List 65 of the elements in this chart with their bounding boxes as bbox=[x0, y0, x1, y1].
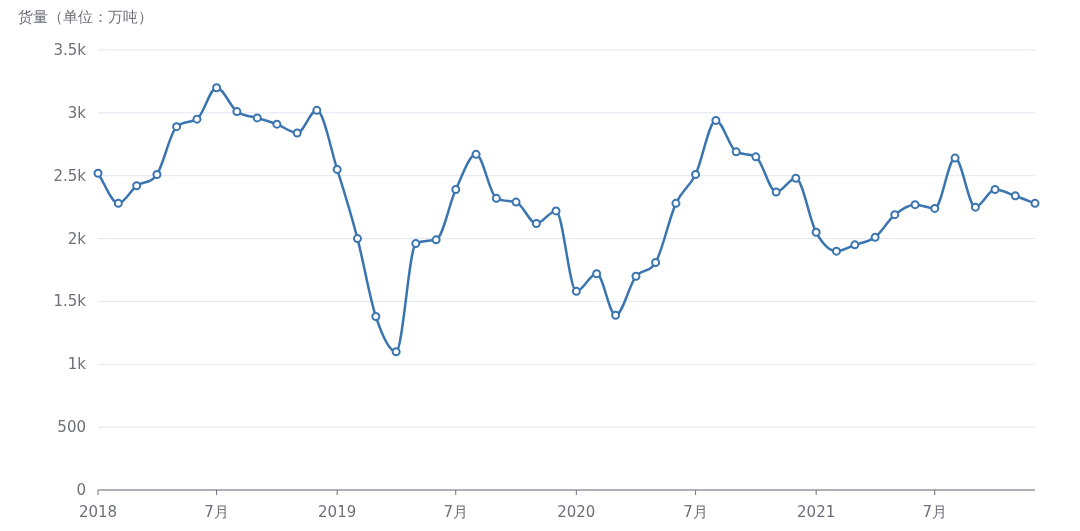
y-tick-label: 0 bbox=[76, 481, 86, 499]
point bbox=[252, 113, 262, 123]
point bbox=[850, 240, 860, 250]
point bbox=[113, 198, 123, 208]
point bbox=[192, 114, 202, 124]
point bbox=[1010, 191, 1020, 201]
point bbox=[930, 203, 940, 213]
point bbox=[870, 232, 880, 242]
y-tick-label: 500 bbox=[57, 418, 86, 437]
y-tick-label: 3.5k bbox=[53, 41, 87, 59]
point bbox=[791, 173, 801, 183]
point bbox=[511, 197, 521, 207]
point bbox=[391, 347, 401, 357]
point bbox=[1030, 198, 1040, 208]
point bbox=[990, 185, 1000, 195]
y-tick-label: 1k bbox=[67, 355, 87, 374]
point bbox=[631, 271, 641, 281]
x-tick-label: 2021 bbox=[797, 503, 836, 521]
point bbox=[272, 119, 282, 129]
point bbox=[312, 105, 322, 115]
point bbox=[292, 128, 302, 138]
x-tick-label: 2020 bbox=[557, 503, 596, 521]
x-tick-label: 7月 bbox=[683, 503, 708, 521]
point bbox=[531, 218, 541, 228]
point bbox=[950, 153, 960, 163]
y-tick-label: 2k bbox=[67, 229, 87, 248]
point bbox=[671, 198, 681, 208]
point bbox=[551, 206, 561, 216]
y-tick-label: 1.5k bbox=[53, 292, 87, 311]
point bbox=[711, 115, 721, 125]
point bbox=[471, 149, 481, 159]
point bbox=[93, 168, 103, 178]
point bbox=[332, 164, 342, 174]
point bbox=[751, 152, 761, 162]
x-tick-label: 7月 bbox=[922, 503, 948, 521]
x-tick-label: 7月 bbox=[204, 503, 229, 521]
point bbox=[352, 234, 362, 244]
point bbox=[592, 269, 602, 279]
point bbox=[431, 235, 441, 245]
point bbox=[890, 210, 900, 220]
point bbox=[232, 107, 242, 117]
point bbox=[651, 257, 661, 267]
y-tick-label: 2.5k bbox=[53, 166, 87, 185]
point bbox=[132, 181, 142, 191]
point bbox=[611, 310, 621, 320]
x-tick-label: 2018 bbox=[78, 503, 118, 521]
x-tick-label: 2019 bbox=[318, 503, 357, 521]
x-tick-label: 7月 bbox=[443, 503, 469, 521]
point bbox=[491, 193, 501, 203]
point bbox=[451, 185, 461, 195]
point bbox=[910, 200, 920, 210]
point bbox=[212, 83, 222, 93]
point bbox=[731, 147, 741, 157]
point bbox=[811, 227, 821, 237]
point bbox=[691, 169, 701, 179]
point bbox=[172, 122, 182, 132]
point bbox=[970, 202, 980, 212]
point bbox=[411, 239, 421, 249]
point bbox=[571, 286, 581, 296]
point bbox=[831, 246, 841, 256]
point bbox=[371, 312, 381, 322]
y-tick-label: 3k bbox=[67, 103, 87, 122]
y-axis-title: 货量（单位：万吨） bbox=[18, 8, 153, 26]
point bbox=[152, 169, 162, 179]
point bbox=[771, 187, 781, 197]
